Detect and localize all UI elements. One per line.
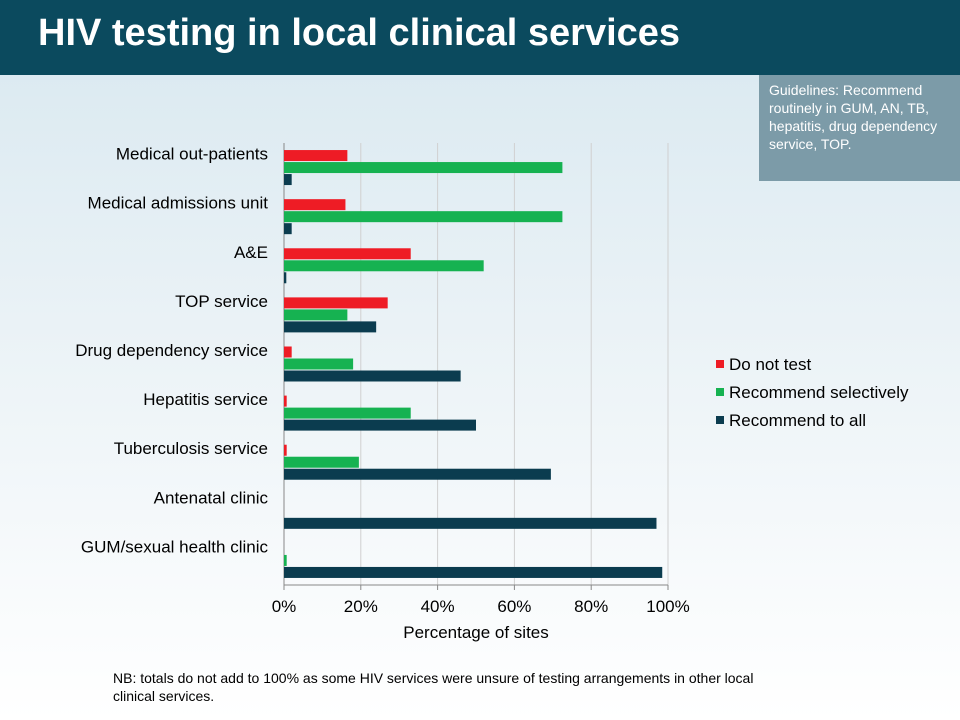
x-axis-label: Percentage of sites bbox=[403, 623, 549, 642]
category-label: TOP service bbox=[175, 292, 268, 311]
category-label: Antenatal clinic bbox=[154, 488, 269, 507]
page-title: HIV testing in local clinical services bbox=[38, 12, 681, 54]
bar bbox=[284, 309, 348, 321]
guidelines-box: Guidelines: Recommend routinely in GUM, … bbox=[759, 75, 960, 181]
bar bbox=[284, 211, 563, 223]
bar bbox=[284, 174, 292, 186]
bar bbox=[284, 358, 354, 370]
category-label: GUM/sexual health clinic bbox=[81, 537, 269, 556]
x-tick-label: 100% bbox=[646, 597, 689, 616]
bar bbox=[284, 566, 663, 578]
bar bbox=[284, 444, 287, 456]
bar bbox=[284, 223, 292, 235]
category-label: Tuberculosis service bbox=[114, 439, 268, 458]
bar bbox=[284, 150, 348, 162]
bar bbox=[284, 199, 346, 211]
bar bbox=[284, 554, 287, 566]
x-tick-label: 40% bbox=[421, 597, 455, 616]
bar bbox=[284, 456, 359, 468]
category-label: Hepatitis service bbox=[143, 390, 268, 409]
bar bbox=[284, 297, 388, 309]
bar bbox=[284, 407, 411, 419]
bar bbox=[284, 321, 377, 333]
x-tick-label: 20% bbox=[344, 597, 378, 616]
category-label: Drug dependency service bbox=[75, 341, 268, 360]
legend-swatch bbox=[716, 416, 724, 424]
category-label: Medical admissions unit bbox=[88, 194, 269, 213]
bar bbox=[284, 260, 484, 272]
bar bbox=[284, 162, 563, 174]
bar bbox=[284, 346, 292, 358]
legend-label: Do not test bbox=[729, 355, 811, 374]
bar bbox=[284, 517, 657, 529]
footnote: NB: totals do not add to 100% as some HI… bbox=[113, 670, 754, 704]
bar bbox=[284, 370, 461, 382]
category-label: A&E bbox=[234, 243, 268, 262]
legend-swatch bbox=[716, 360, 724, 368]
bar bbox=[284, 395, 287, 407]
bar bbox=[284, 419, 476, 431]
bar bbox=[284, 272, 287, 284]
x-tick-label: 80% bbox=[574, 597, 608, 616]
bar bbox=[284, 248, 411, 260]
x-tick-label: 0% bbox=[272, 597, 297, 616]
legend-swatch bbox=[716, 388, 724, 396]
bar bbox=[284, 468, 551, 480]
legend-label: Recommend to all bbox=[729, 411, 866, 430]
category-label: Medical out-patients bbox=[116, 145, 268, 164]
title-bar: HIV testing in local clinical services bbox=[0, 0, 960, 75]
x-tick-label: 60% bbox=[497, 597, 531, 616]
legend-label: Recommend selectively bbox=[729, 383, 909, 402]
